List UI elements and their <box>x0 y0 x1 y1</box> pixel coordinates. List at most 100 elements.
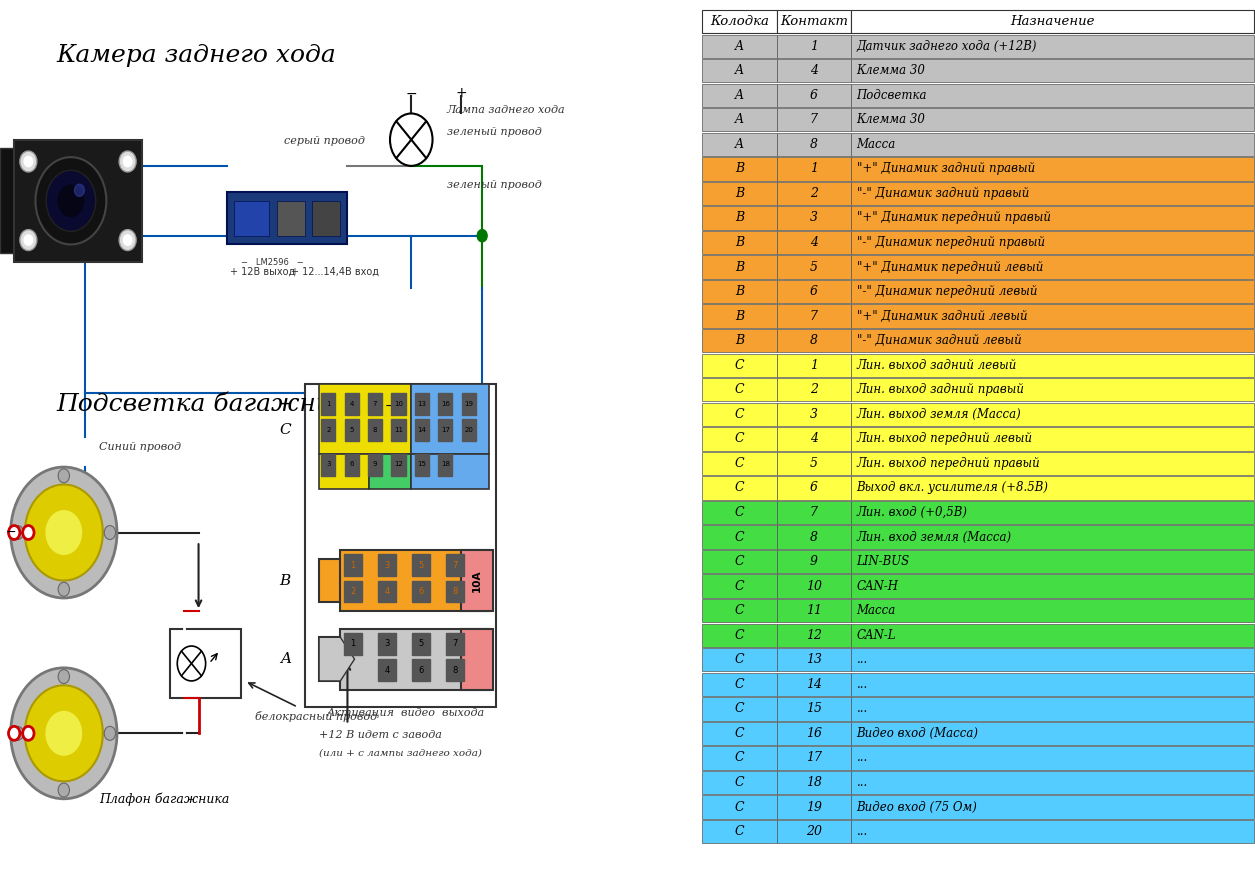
Bar <box>378 581 395 602</box>
Text: C: C <box>734 482 744 494</box>
Text: Выход вкл. усилителя (+8.5В): Выход вкл. усилителя (+8.5В) <box>857 482 1049 494</box>
Text: 4: 4 <box>809 432 818 445</box>
Bar <box>412 554 429 576</box>
Text: 6: 6 <box>809 482 818 494</box>
FancyBboxPatch shape <box>851 157 1254 181</box>
Text: 17: 17 <box>441 427 449 432</box>
Text: 20: 20 <box>806 825 822 838</box>
Text: −: − <box>385 401 395 413</box>
Text: 7: 7 <box>809 113 818 127</box>
Circle shape <box>10 668 117 799</box>
Text: 3: 3 <box>384 560 389 570</box>
Circle shape <box>25 485 103 581</box>
FancyBboxPatch shape <box>851 182 1254 205</box>
FancyBboxPatch shape <box>851 746 1254 770</box>
Text: 2: 2 <box>809 383 818 396</box>
Bar <box>321 454 335 476</box>
FancyBboxPatch shape <box>851 108 1254 132</box>
Text: C: C <box>734 555 744 568</box>
FancyBboxPatch shape <box>702 771 777 794</box>
Bar <box>438 393 452 415</box>
Text: 1: 1 <box>350 639 355 649</box>
FancyBboxPatch shape <box>233 201 270 236</box>
FancyBboxPatch shape <box>851 574 1254 598</box>
FancyBboxPatch shape <box>777 746 851 770</box>
Bar <box>368 454 383 476</box>
Text: Синий провод: Синий провод <box>99 442 181 451</box>
Circle shape <box>46 711 82 755</box>
Bar <box>412 633 429 655</box>
Text: A: A <box>735 113 744 127</box>
Bar <box>446 659 464 681</box>
FancyBboxPatch shape <box>777 574 851 598</box>
Text: A: A <box>735 89 744 102</box>
Text: B: B <box>280 574 291 588</box>
FancyBboxPatch shape <box>777 133 851 156</box>
Bar <box>378 659 395 681</box>
FancyBboxPatch shape <box>171 629 241 698</box>
Text: C: C <box>734 408 744 421</box>
FancyBboxPatch shape <box>777 305 851 328</box>
Text: 15: 15 <box>418 462 427 467</box>
Circle shape <box>58 670 69 684</box>
FancyBboxPatch shape <box>319 384 412 454</box>
FancyBboxPatch shape <box>702 59 777 82</box>
Text: Клемма 30: Клемма 30 <box>857 65 925 77</box>
Text: C: C <box>734 653 744 666</box>
FancyBboxPatch shape <box>412 454 489 489</box>
Text: B: B <box>734 236 744 249</box>
Text: C: C <box>734 506 744 519</box>
Bar <box>368 419 383 441</box>
Text: CAN-L: CAN-L <box>857 629 896 642</box>
Text: 7: 7 <box>809 506 818 519</box>
Text: 20: 20 <box>464 427 473 432</box>
Circle shape <box>123 235 132 245</box>
FancyBboxPatch shape <box>702 230 777 254</box>
FancyBboxPatch shape <box>851 771 1254 794</box>
Text: +: + <box>463 401 473 413</box>
Text: ...: ... <box>857 703 868 715</box>
Text: 17: 17 <box>806 752 822 765</box>
Bar <box>412 659 429 681</box>
FancyBboxPatch shape <box>305 384 496 707</box>
FancyBboxPatch shape <box>851 305 1254 328</box>
Bar <box>345 393 359 415</box>
Text: A: A <box>280 652 291 666</box>
Text: C: C <box>734 359 744 372</box>
FancyBboxPatch shape <box>702 623 777 647</box>
FancyBboxPatch shape <box>702 108 777 132</box>
FancyBboxPatch shape <box>851 648 1254 671</box>
Bar <box>368 393 383 415</box>
Text: −: − <box>5 526 16 539</box>
Text: зеленый провод: зеленый провод <box>447 127 541 137</box>
Circle shape <box>58 582 69 596</box>
Text: ...: ... <box>857 825 868 838</box>
FancyBboxPatch shape <box>777 795 851 819</box>
Text: 6: 6 <box>418 665 423 675</box>
FancyBboxPatch shape <box>777 35 851 58</box>
Text: "+" Динамик задний правый: "+" Динамик задний правый <box>857 162 1035 175</box>
Bar <box>344 581 361 602</box>
Text: (или + с лампы заднего хода): (или + с лампы заднего хода) <box>319 748 482 757</box>
Text: 8: 8 <box>373 427 378 432</box>
Circle shape <box>13 726 24 740</box>
Text: Плафон багажника: Плафон багажника <box>99 793 230 806</box>
Text: 10А: 10А <box>472 569 482 592</box>
FancyBboxPatch shape <box>777 59 851 82</box>
Text: 13: 13 <box>418 402 427 407</box>
FancyBboxPatch shape <box>851 230 1254 254</box>
FancyBboxPatch shape <box>702 477 777 499</box>
Text: C: C <box>734 432 744 445</box>
Text: Датчик заднего хода (+12В): Датчик заднего хода (+12В) <box>857 39 1037 52</box>
FancyBboxPatch shape <box>777 771 851 794</box>
Text: 8: 8 <box>452 665 458 675</box>
Bar <box>415 454 429 476</box>
Circle shape <box>9 526 20 540</box>
Text: "-" Динамик передний правый: "-" Динамик передний правый <box>857 236 1045 249</box>
Text: 5: 5 <box>809 457 818 470</box>
Text: 6: 6 <box>418 587 423 596</box>
Text: 12: 12 <box>394 462 403 467</box>
Bar <box>438 454 452 476</box>
Text: B: B <box>734 260 744 273</box>
FancyBboxPatch shape <box>777 378 851 402</box>
